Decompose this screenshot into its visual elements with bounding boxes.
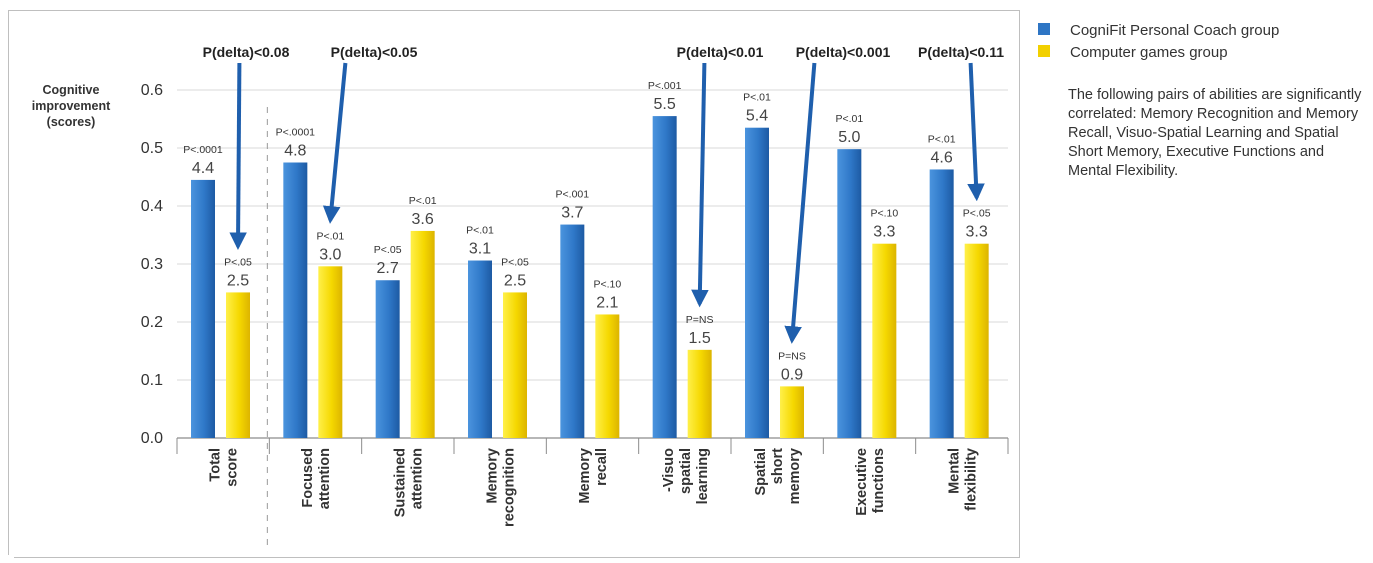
bar-value-label: 3.7	[561, 205, 583, 222]
p-value-label: P<.10	[593, 278, 621, 290]
bar-value-label: 2.5	[227, 272, 249, 289]
bar-value-label: 5.4	[746, 108, 768, 125]
y-tick-label: 0.0	[141, 430, 163, 447]
bar-value-label: 2.1	[596, 294, 618, 311]
category-label: Focusedattention	[300, 448, 333, 509]
bar-cognifit	[837, 149, 862, 438]
p-value-label: P<.01	[466, 225, 494, 237]
delta-annotation: P(delta)<0.001	[796, 44, 891, 60]
p-value-label: P<.01	[743, 92, 771, 104]
p-value-label: P<.05	[224, 256, 252, 268]
p-value-label: P<.01	[835, 113, 863, 125]
chart-frame	[8, 10, 1020, 558]
bar-cognifit	[929, 169, 954, 438]
bar-games	[595, 314, 620, 438]
bar-games	[410, 230, 435, 438]
chart: 0.0 0.1 0.2 0.3 0.4 0.5 0.6 Cognitive improvemen…	[32, 44, 1009, 548]
legend-label: CogniFit Personal Coach group	[1070, 22, 1280, 39]
y-axis-label: Cognitive improvement (scores)	[32, 83, 111, 129]
bar-value-label: 4.8	[284, 143, 306, 160]
bar-games	[226, 292, 250, 438]
y-tick-label: 0.1	[141, 372, 163, 389]
p-value-label: P<.10	[870, 208, 898, 220]
bar-games	[780, 386, 804, 438]
y-tick-label: 0.5	[141, 140, 163, 157]
p-value-label: P<.05	[963, 208, 991, 220]
y-tick-label: 0.4	[141, 198, 163, 215]
p-value-label: P<.001	[648, 80, 682, 92]
bar-value-label: 3.3	[873, 224, 895, 241]
y-tick-label: 0.2	[141, 314, 163, 331]
category-label: -Visuospatiallearning	[661, 448, 711, 505]
bar-value-label: 3.6	[412, 211, 434, 228]
annotation-arrow	[322, 62, 348, 224]
bar-cognifit	[468, 260, 492, 438]
category-label: Memoryrecognition	[485, 448, 518, 527]
annotation-arrow	[229, 62, 247, 250]
category-label: Memoryrecall	[577, 448, 610, 504]
bar-value-label: 5.5	[654, 96, 676, 113]
bar-games	[687, 349, 712, 438]
category-label: Sustainedattention	[392, 448, 425, 517]
delta-annotation: P(delta)<0.11	[918, 44, 1004, 60]
y-tick-label: 0.3	[141, 256, 163, 273]
bar-value-label: 4.6	[931, 149, 953, 166]
category-label: Executivefunctions	[854, 448, 887, 516]
bar-cognifit	[745, 127, 769, 438]
correlation-note: The following pairs of abilities are sig…	[1068, 87, 1362, 179]
annotation-arrow	[691, 62, 709, 308]
p-value-label: P<.01	[409, 195, 437, 207]
delta-annotation: P(delta)<0.01	[677, 44, 764, 60]
bar-cognifit	[652, 116, 677, 438]
p-value-label: P<.0001	[276, 127, 316, 139]
bar-value-label: 1.5	[689, 330, 711, 347]
bar-cognifit	[283, 162, 308, 438]
bar-value-label: 2.7	[377, 260, 399, 277]
bar-value-label: 0.9	[781, 366, 803, 383]
category-label: Mentalflexibility	[946, 448, 979, 511]
bar-value-label: 4.4	[192, 160, 214, 177]
p-value-label: P<.0001	[183, 144, 223, 156]
legend-label: Computer games group	[1070, 44, 1228, 61]
y-tick-label: 0.6	[141, 82, 163, 99]
category-label: Spatialshortmemory	[753, 448, 803, 505]
bar-cognifit	[375, 280, 400, 438]
p-value-label: P<.01	[928, 133, 956, 145]
p-value-label: P<.05	[374, 244, 402, 256]
bar-games	[964, 243, 989, 438]
delta-annotation: P(delta)<0.05	[331, 44, 418, 60]
annotation-arrow	[967, 62, 985, 202]
p-value-label: P=NS	[686, 314, 714, 326]
delta-annotation: P(delta)<0.08	[203, 44, 290, 60]
p-value-label: P<.001	[556, 189, 590, 201]
category-label: Totalscore	[208, 448, 241, 487]
bar-games	[872, 243, 897, 438]
bar-games	[503, 292, 527, 438]
bar-value-label: 3.0	[319, 246, 341, 263]
bar-value-label: 5.0	[838, 129, 860, 146]
annotation-arrow	[784, 62, 817, 344]
bar-value-label: 2.5	[504, 272, 526, 289]
p-value-label: P=NS	[778, 350, 806, 362]
bar-cognifit	[560, 224, 585, 438]
bar-cognifit	[191, 179, 215, 438]
legend-swatch-yellow	[1038, 45, 1050, 57]
bar-games	[318, 266, 343, 438]
legend-swatch-blue	[1038, 23, 1050, 35]
p-value-label: P<.01	[316, 230, 344, 242]
bar-value-label: 3.1	[469, 241, 491, 258]
bar-value-label: 3.3	[966, 224, 988, 241]
p-value-label: P<.05	[501, 256, 529, 268]
